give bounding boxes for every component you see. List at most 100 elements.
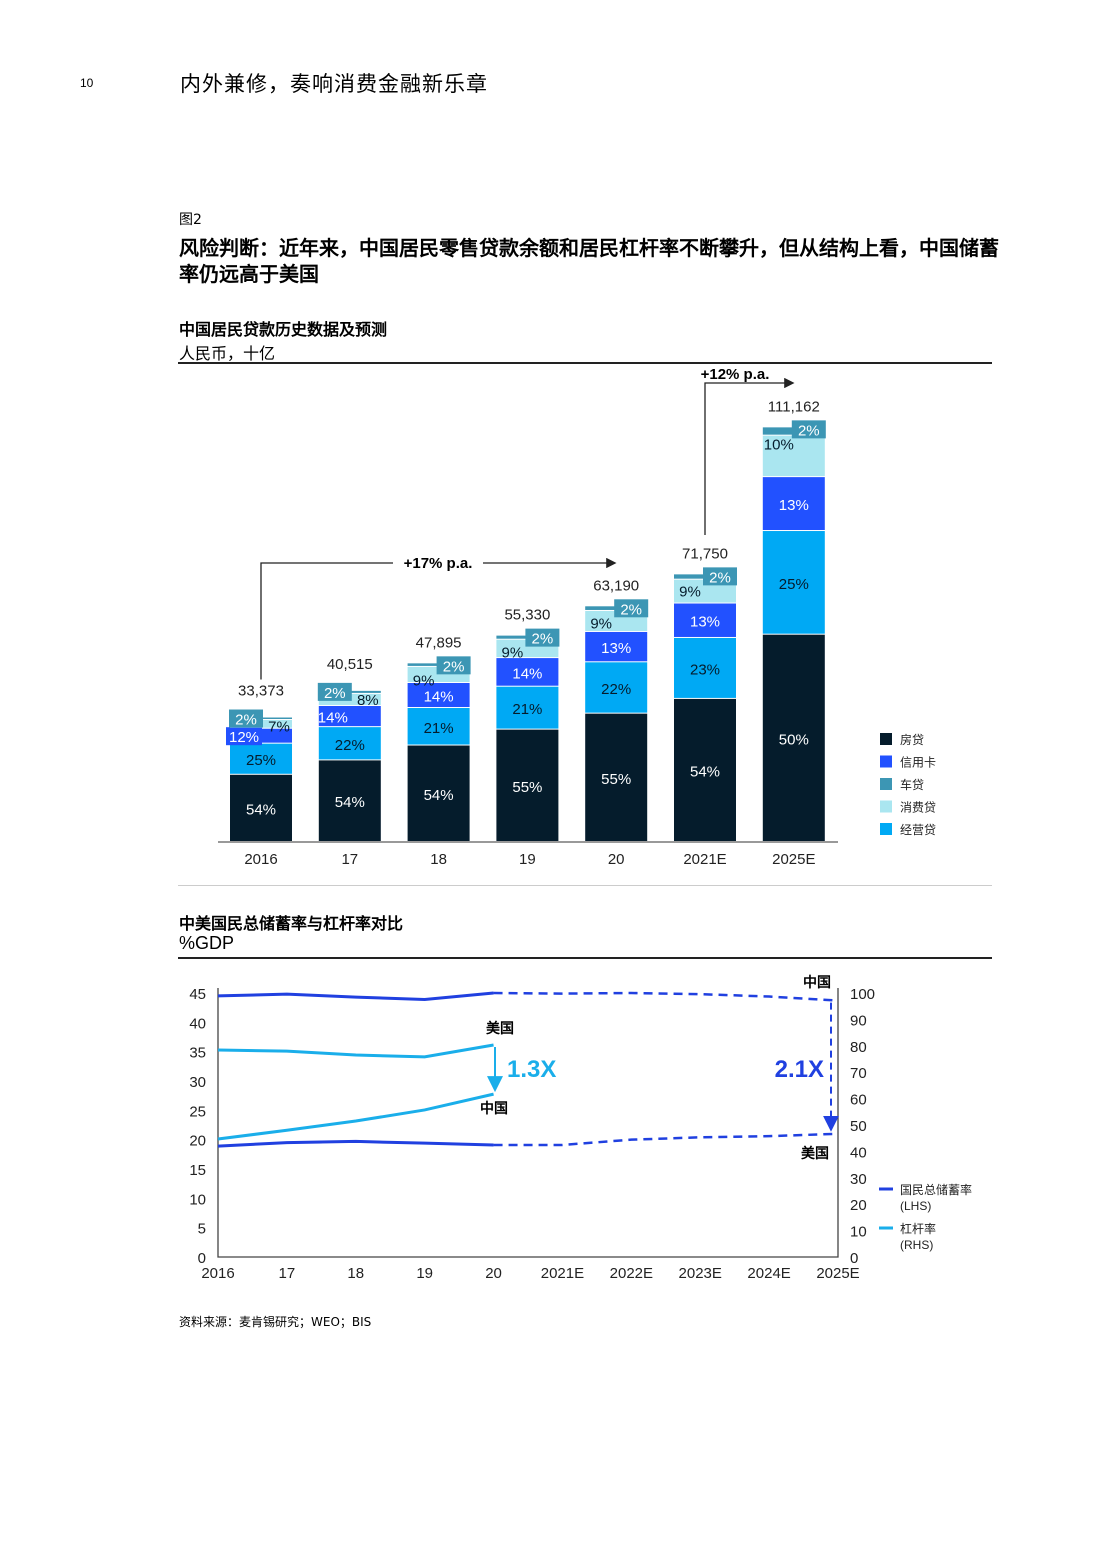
- y-left-tick-label: 45: [189, 986, 206, 1003]
- bar-data-label: 9%: [502, 645, 524, 662]
- x-tick-label: 17: [279, 1265, 296, 1282]
- divider: [178, 362, 992, 364]
- annotation-bg: [393, 553, 483, 573]
- figure-title: 风险判断：近年来，中国居民零售贷款余额和居民杠杆率不断攀升，但从结构上看，中国储…: [179, 236, 999, 286]
- bar-data-label: 9%: [679, 583, 701, 600]
- figure-label: 图2: [179, 212, 202, 228]
- x-tick-label: 2025E: [816, 1265, 859, 1282]
- bar-label-box: [525, 628, 560, 647]
- bar-data-label: 8%: [357, 692, 379, 709]
- legend-label: 房贷: [900, 732, 924, 747]
- bar-segment-business: [585, 662, 648, 713]
- line-chart-axes: [217, 988, 839, 1258]
- line-LHS-美国: [217, 1139, 494, 1148]
- bar-data-label: 2%: [798, 422, 820, 439]
- bar-label-box: [703, 567, 737, 586]
- bar-segment-mortgage: [318, 760, 381, 841]
- country-label: 中国: [803, 974, 831, 990]
- y-left-tick-label: 25: [189, 1103, 206, 1120]
- x-tick-label: 2016: [244, 851, 277, 868]
- line-forecast-美国: [493, 1132, 839, 1147]
- bar-data-label: 14%: [512, 665, 542, 682]
- bar-segment-business: [674, 637, 736, 698]
- y-right-tick-label: 70: [850, 1065, 867, 1082]
- bar-data-label: 14%: [424, 689, 454, 706]
- x-tick-label: 2023E: [679, 1265, 722, 1282]
- bar-data-label: 55%: [601, 771, 631, 788]
- y-right-tick-label: 50: [850, 1118, 867, 1135]
- bar-total-label: 71,750: [682, 545, 728, 562]
- bar-segment-consumer: [762, 435, 825, 477]
- x-tick-label: 2025E: [772, 851, 815, 868]
- bar-segment-credit_card: [318, 705, 381, 727]
- y-left-tick-label: 15: [189, 1162, 206, 1179]
- y-right-tick-label: 0: [850, 1250, 858, 1267]
- x-tick-label: 20: [608, 851, 625, 868]
- country-label: 美国: [486, 1020, 514, 1036]
- bar-segment-business: [762, 531, 825, 634]
- bar-total-label: 40,515: [327, 656, 373, 673]
- bar-segment-business: [318, 727, 381, 760]
- running-title: 内外兼修，奏响消费金融新乐章: [180, 72, 488, 96]
- bar-data-label: 22%: [335, 737, 365, 754]
- bar-data-label: 2%: [235, 712, 257, 729]
- y-right-tick-label: 90: [850, 1012, 867, 1029]
- bar-chart-unit: 人民币，十亿: [179, 344, 276, 363]
- bar-segment-mortgage: [585, 713, 648, 841]
- line-forecast-中国: [493, 991, 839, 1002]
- y-left-tick-label: 40: [189, 1015, 206, 1032]
- bar-data-label: 21%: [424, 720, 454, 737]
- legend-label: 国民总储蓄率: [900, 1182, 972, 1197]
- bar-data-label: 50%: [779, 731, 809, 748]
- bar-segment-credit_card: [585, 631, 648, 662]
- y-left-tick-label: 10: [189, 1191, 206, 1208]
- bar-data-label: 2%: [620, 601, 642, 618]
- bar-segment-mortgage: [230, 774, 292, 841]
- bar-data-label: 9%: [413, 672, 435, 689]
- legend-sublabel: (RHS): [900, 1238, 933, 1252]
- bar-total-label: 33,373: [238, 683, 284, 700]
- y-right-tick-label: 60: [850, 1092, 867, 1109]
- x-tick-label: 18: [347, 1265, 364, 1282]
- legend-swatch: [880, 778, 892, 790]
- y-right-tick-label: 40: [850, 1144, 867, 1161]
- bar-label-box: [791, 420, 826, 439]
- y-left-tick-label: 20: [189, 1133, 206, 1150]
- line-chart-title: 中美国民总储蓄率与杠杆率对比: [179, 914, 404, 933]
- bar-data-label: 54%: [690, 763, 720, 780]
- legend-label: 车贷: [900, 777, 924, 792]
- bar-data-label: 54%: [335, 794, 365, 811]
- bar-data-label: 9%: [590, 615, 612, 632]
- bar-label-box: [226, 727, 262, 746]
- x-tick-label: 18: [430, 851, 447, 868]
- y-right-tick-label: 30: [850, 1171, 867, 1188]
- x-tick-label: 2021E: [541, 1265, 584, 1282]
- bar-data-label: 2%: [443, 658, 465, 675]
- bar-data-label: 21%: [512, 701, 542, 718]
- x-tick-label: 19: [416, 1265, 433, 1282]
- country-label: 美国: [801, 1145, 829, 1161]
- legend-swatch: [880, 800, 892, 813]
- bar-data-label: 25%: [779, 576, 809, 593]
- bar-data-label: 22%: [601, 681, 631, 698]
- bar-segment-credit_card: [407, 683, 470, 708]
- x-tick-label: 2022E: [610, 1265, 653, 1282]
- y-right-tick-label: 10: [850, 1224, 867, 1241]
- x-tick-label: 20: [485, 1265, 502, 1282]
- bar-segment-business: [230, 743, 292, 774]
- bar-chart-title: 中国居民贷款历史数据及预测: [179, 320, 388, 339]
- x-tick-label: 17: [341, 851, 358, 868]
- y-right-tick-label: 20: [850, 1197, 867, 1214]
- ratio-annotation: 1.3X: [507, 1056, 556, 1083]
- bar-segment-mortgage: [762, 634, 825, 841]
- ratio-annotation: 2.1X: [775, 1056, 824, 1083]
- bar-segment-consumer: [674, 579, 736, 603]
- legend-swatch: [880, 823, 892, 835]
- bar-total-label: 111,162: [768, 398, 820, 415]
- y-left-tick-label: 35: [189, 1045, 206, 1062]
- divider: [178, 957, 992, 959]
- legend-label: 杠杆率: [900, 1221, 936, 1236]
- growth-annotation: +17% p.a.: [404, 555, 473, 572]
- legend-swatch: [880, 755, 892, 768]
